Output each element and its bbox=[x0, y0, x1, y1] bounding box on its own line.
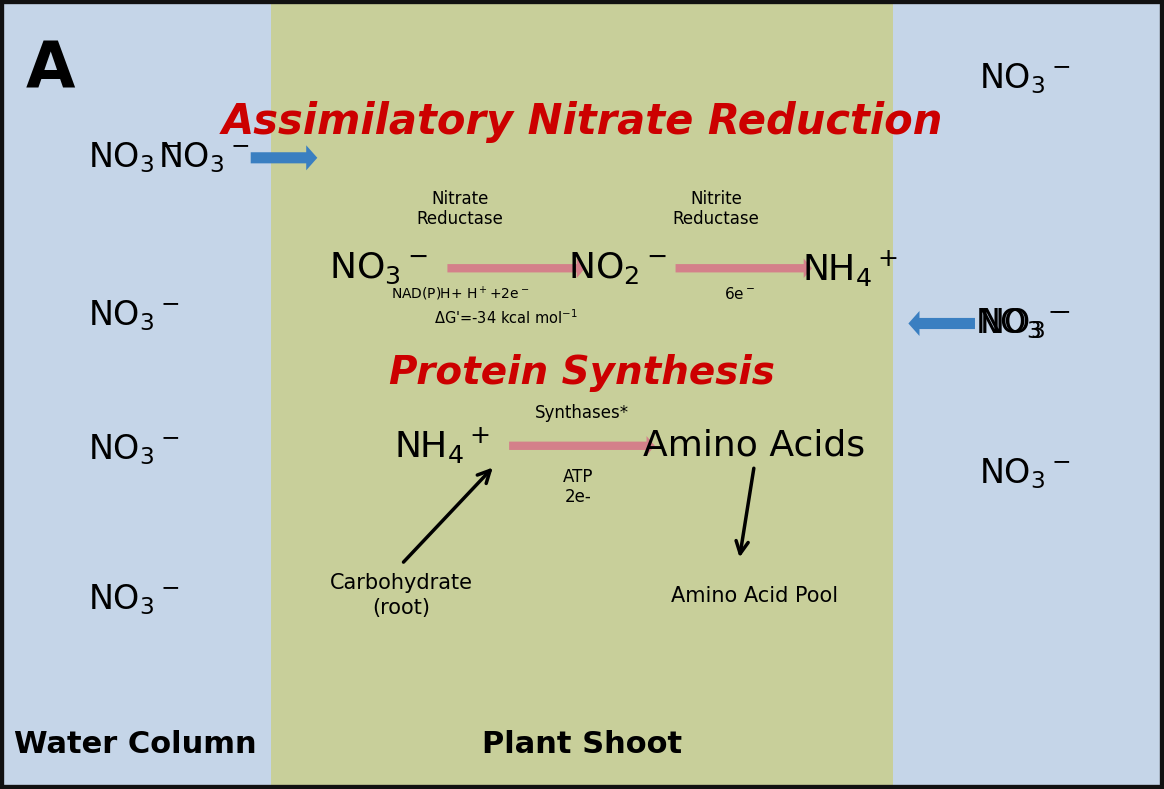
Text: NO$_3$$^-$: NO$_3$$^-$ bbox=[88, 432, 179, 467]
Text: Water Column: Water Column bbox=[14, 730, 256, 758]
Text: NO$_3$$^-$: NO$_3$$^-$ bbox=[88, 298, 179, 333]
Bar bbox=[0, 0, 271, 789]
Text: Assimilatory Nitrate Reduction: Assimilatory Nitrate Reduction bbox=[221, 101, 943, 144]
Text: ATP: ATP bbox=[563, 468, 594, 485]
Text: NO$_3$$^-$: NO$_3$$^-$ bbox=[979, 62, 1070, 96]
Text: NO$_3$$^-$: NO$_3$$^-$ bbox=[975, 306, 1066, 341]
Text: NO$_3$$^-$: NO$_3$$^-$ bbox=[979, 306, 1070, 341]
Text: NO$_2$$^-$: NO$_2$$^-$ bbox=[568, 250, 666, 286]
Text: A: A bbox=[26, 39, 74, 102]
Text: Synthases*: Synthases* bbox=[535, 404, 629, 421]
Text: NO$_3$$^-$: NO$_3$$^-$ bbox=[88, 140, 179, 175]
Text: Carbohydrate
(root): Carbohydrate (root) bbox=[331, 574, 473, 618]
Text: NO$_3$$^-$: NO$_3$$^-$ bbox=[158, 140, 249, 175]
Text: Plant Shoot: Plant Shoot bbox=[482, 730, 682, 758]
Text: NO$_3$$^-$: NO$_3$$^-$ bbox=[979, 456, 1070, 491]
Text: NH$_4$$^+$: NH$_4$$^+$ bbox=[395, 425, 490, 466]
Text: NH$_4$$^+$: NH$_4$$^+$ bbox=[802, 248, 897, 289]
Text: NO$_3$$^-$: NO$_3$$^-$ bbox=[329, 251, 427, 286]
Text: Amino Acid Pool: Amino Acid Pool bbox=[670, 585, 838, 606]
Bar bbox=[271, 0, 893, 789]
Text: 6e$^-$: 6e$^-$ bbox=[724, 286, 754, 302]
Text: 2e-: 2e- bbox=[566, 488, 591, 506]
Bar bbox=[893, 0, 1164, 789]
Text: Protein Synthesis: Protein Synthesis bbox=[389, 354, 775, 392]
Text: NO$_3$$^-$: NO$_3$$^-$ bbox=[88, 582, 179, 617]
Text: Nitrite
Reductase: Nitrite Reductase bbox=[673, 189, 759, 229]
Text: $\Delta$G'=-34 kcal mol$^{-1}$: $\Delta$G'=-34 kcal mol$^{-1}$ bbox=[434, 308, 579, 327]
Text: NAD(P)H+ H$^+$+2e$^-$: NAD(P)H+ H$^+$+2e$^-$ bbox=[391, 285, 528, 304]
Text: Nitrate
Reductase: Nitrate Reductase bbox=[417, 189, 503, 229]
Text: Amino Acids: Amino Acids bbox=[644, 428, 865, 463]
